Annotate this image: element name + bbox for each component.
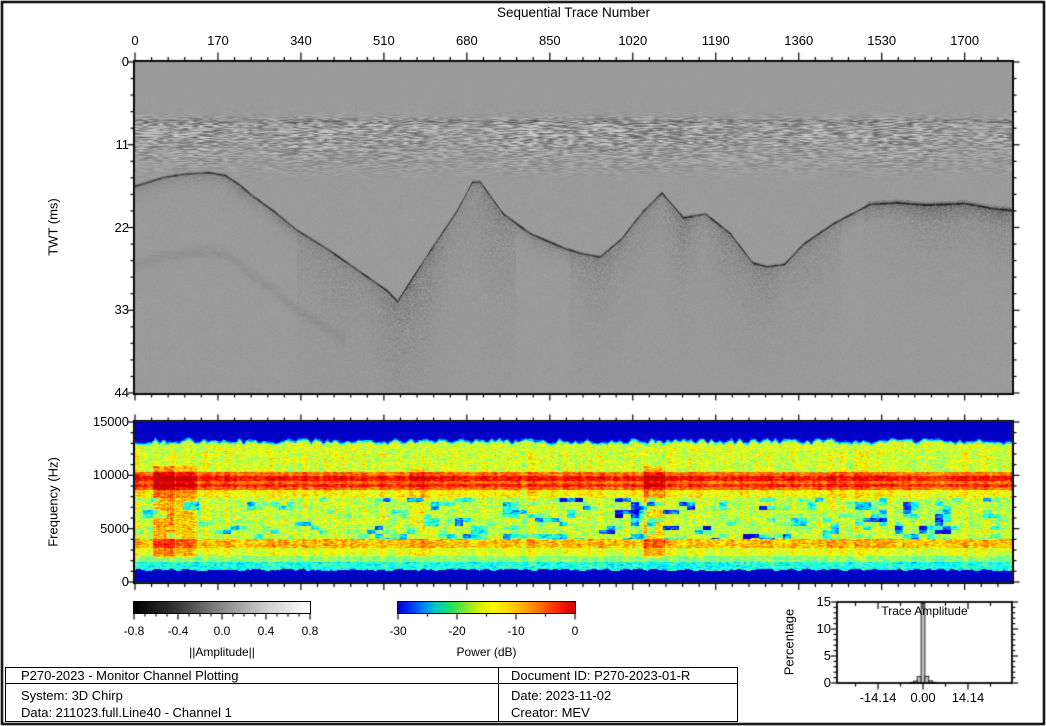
info-table-column-divider bbox=[498, 668, 500, 721]
histogram-title: Trace Amplitude bbox=[881, 604, 968, 618]
tick-label: 33 bbox=[114, 302, 129, 318]
tick-label: 15000 bbox=[92, 414, 129, 429]
seismic-section-canvas bbox=[135, 62, 1012, 393]
tick-label: -10 bbox=[507, 624, 525, 638]
amplitude-colorbar bbox=[133, 601, 311, 614]
tick-label: -0.4 bbox=[167, 624, 189, 638]
tick-label: -20 bbox=[448, 624, 466, 638]
percentage-axis-label: Percentage bbox=[781, 608, 797, 676]
tick-label: 1020 bbox=[618, 33, 648, 48]
tick-label: 680 bbox=[456, 33, 478, 48]
power-colorbar-label: Power (dB) bbox=[456, 645, 517, 659]
top-axis-title: Sequential Trace Number bbox=[496, 5, 651, 20]
tick-label: 1360 bbox=[784, 33, 814, 48]
tick-label: 850 bbox=[538, 33, 561, 48]
info-table: P270-2023 - Monitor Channel Plotting Doc… bbox=[5, 667, 738, 722]
tick-label: -0.8 bbox=[123, 624, 145, 638]
spectrogram-canvas bbox=[135, 422, 1012, 582]
tick-label: 0 bbox=[121, 54, 129, 69]
tick-label: 1190 bbox=[701, 33, 730, 48]
tick-label: -14.14 bbox=[859, 690, 897, 705]
tick-label: 44 bbox=[114, 385, 129, 400]
tick-label: 0 bbox=[571, 624, 579, 638]
info-data-line: Data: 211023.full.Line40 - Channel 1 bbox=[21, 705, 232, 720]
amplitude-colorbar-label: ||Amplitude|| bbox=[189, 645, 255, 659]
tick-label: 5 bbox=[823, 648, 831, 663]
power-colorbar bbox=[397, 601, 576, 614]
info-creator: Creator: MEV bbox=[511, 705, 590, 720]
tick-label: 0.4 bbox=[257, 624, 275, 638]
tick-label: -30 bbox=[389, 624, 407, 638]
tick-label: 0 bbox=[131, 33, 139, 48]
info-date: Date: 2023-11-02 bbox=[511, 688, 612, 703]
frequency-axis-label: Frequency (Hz) bbox=[45, 457, 61, 547]
tick-label: 1530 bbox=[867, 33, 897, 48]
tick-label: 0.0 bbox=[213, 624, 231, 638]
tick-label: 11 bbox=[115, 136, 130, 152]
tick-label: 22 bbox=[114, 219, 129, 235]
info-project-title: P270-2023 - Monitor Channel Plotting bbox=[21, 668, 239, 683]
info-system: System: 3D Chirp bbox=[21, 688, 123, 703]
tick-label: 14.14 bbox=[951, 690, 985, 705]
tick-label: 15 bbox=[816, 594, 831, 609]
tick-label: 0 bbox=[121, 574, 129, 589]
tick-label: 0.00 bbox=[910, 690, 936, 705]
info-document-id: Document ID: P270-2023-01-R bbox=[511, 668, 691, 683]
twt-axis-label: TWT (ms) bbox=[45, 198, 61, 256]
tick-label: 10 bbox=[816, 621, 831, 636]
tick-label: 1700 bbox=[950, 33, 980, 48]
tick-label: 5000 bbox=[100, 520, 129, 536]
tick-label: 170 bbox=[207, 33, 229, 48]
tick-label: 340 bbox=[290, 33, 312, 48]
tick-label: 0.8 bbox=[301, 624, 319, 638]
tick-label: 510 bbox=[373, 33, 395, 48]
tick-label: 0 bbox=[823, 675, 831, 690]
tick-label: 10000 bbox=[92, 467, 129, 483]
